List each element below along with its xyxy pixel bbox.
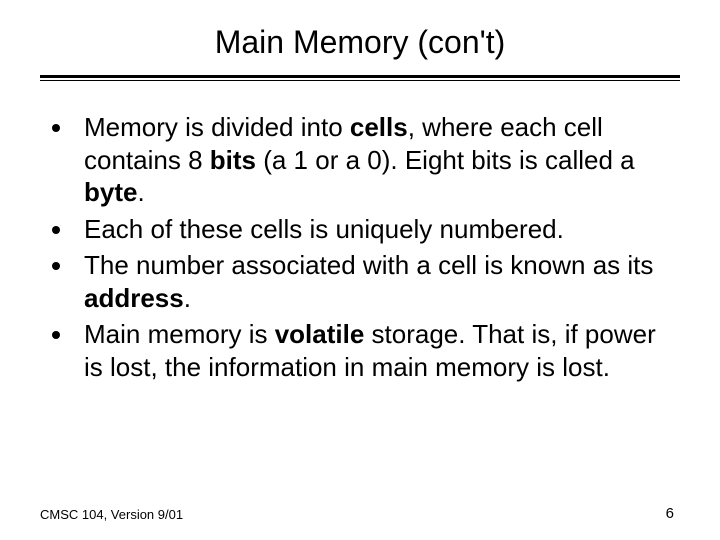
bullet-item: Memory is divided into cells, where each… bbox=[52, 111, 680, 209]
bullet-item: Each of these cells is uniquely numbered… bbox=[52, 213, 680, 246]
page-number: 6 bbox=[666, 505, 674, 522]
bullet-text: Main memory is volatile storage. That is… bbox=[84, 318, 680, 383]
slide: Main Memory (con't) Memory is divided in… bbox=[0, 0, 720, 540]
bullet-dot-icon bbox=[52, 331, 60, 339]
bullet-dot-icon bbox=[52, 226, 60, 234]
slide-title: Main Memory (con't) bbox=[40, 24, 680, 61]
bullet-list: Memory is divided into cells, where each… bbox=[40, 111, 680, 383]
title-rule bbox=[40, 75, 680, 81]
bullet-item: The number associated with a cell is kno… bbox=[52, 249, 680, 314]
bullet-dot-icon bbox=[52, 262, 60, 270]
bullet-text: The number associated with a cell is kno… bbox=[84, 249, 680, 314]
bullet-text: Each of these cells is uniquely numbered… bbox=[84, 213, 680, 246]
bullet-dot-icon bbox=[52, 124, 60, 132]
bullet-item: Main memory is volatile storage. That is… bbox=[52, 318, 680, 383]
footer-left: CMSC 104, Version 9/01 bbox=[40, 507, 183, 522]
bullet-text: Memory is divided into cells, where each… bbox=[84, 111, 680, 209]
